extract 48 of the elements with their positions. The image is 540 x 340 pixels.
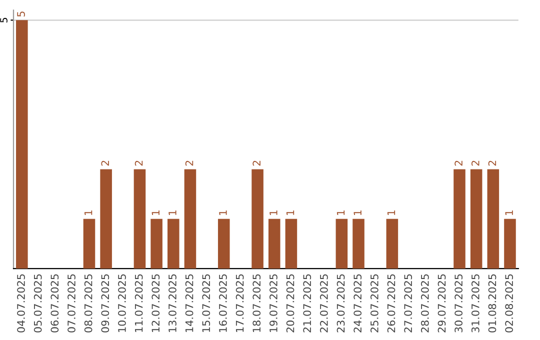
x-tick-label: 04.07.2025 — [17, 274, 25, 332]
x-tick-label: 08.07.2025 — [84, 274, 92, 332]
x-tick-label: 09.07.2025 — [101, 274, 110, 332]
x-tick-label: 21.07.2025 — [303, 274, 312, 332]
x-tick-label: 30.07.2025 — [454, 274, 463, 332]
x-tick-label: 29.07.2025 — [438, 274, 446, 332]
data-label: 1 — [168, 210, 176, 215]
x-tick-label: 14.07.2025 — [185, 274, 194, 332]
data-label: 1 — [152, 210, 160, 215]
x-tick-label: 19.07.2025 — [270, 274, 278, 332]
x-tick-label: 26.07.2025 — [387, 274, 396, 332]
x-tick-label: 12.07.2025 — [152, 274, 160, 332]
x-tick-label: 13.07.2025 — [168, 274, 176, 332]
x-tick-label: 07.07.2025 — [68, 274, 76, 332]
x-tick-label: 25.07.2025 — [370, 274, 378, 332]
data-label: 1 — [387, 210, 396, 215]
data-label: 2 — [471, 160, 480, 166]
x-tick-label: 10.07.2025 — [118, 274, 126, 332]
data-label: 1 — [354, 210, 362, 215]
x-tick-label: 02.08.2025 — [505, 274, 514, 332]
data-label: 2 — [101, 160, 109, 166]
data-label: 2 — [454, 160, 462, 166]
x-tick-label: 05.07.2025 — [34, 274, 42, 332]
x-tick-label: 15.07.2025 — [202, 274, 210, 332]
x-tick-label: 06.07.2025 — [50, 274, 59, 332]
data-label: 1 — [286, 210, 294, 215]
x-tick-label: 22.07.2025 — [320, 274, 328, 332]
x-tick-label: 16.07.2025 — [219, 274, 227, 332]
x-tick-label: 23.07.2025 — [336, 274, 345, 332]
data-label: 5 — [17, 12, 25, 17]
data-label: 2 — [252, 160, 260, 166]
data-label: 2 — [488, 160, 496, 166]
x-tick-label: 27.07.2025 — [404, 274, 412, 332]
x-tick-label: 17.07.2025 — [236, 274, 244, 332]
data-label: 1 — [505, 210, 513, 215]
x-tick-label: 01.08.2025 — [488, 274, 496, 332]
x-tick-label: 31.07.2025 — [471, 274, 480, 332]
data-label: 2 — [185, 160, 194, 166]
data-label: 1 — [336, 210, 345, 215]
x-tick-label: 20.07.2025 — [286, 274, 294, 332]
x-tick-label: 11.07.2025 — [134, 274, 143, 332]
x-tick-label: 28.07.2025 — [420, 274, 429, 332]
x-tick-label: 24.07.2025 — [354, 274, 362, 332]
data-label: 1 — [219, 210, 227, 215]
data-label: 1 — [84, 210, 92, 215]
x-tick-label: 18.07.2025 — [252, 274, 261, 332]
data-label: 1 — [270, 210, 278, 215]
data-label: 2 — [134, 160, 143, 166]
